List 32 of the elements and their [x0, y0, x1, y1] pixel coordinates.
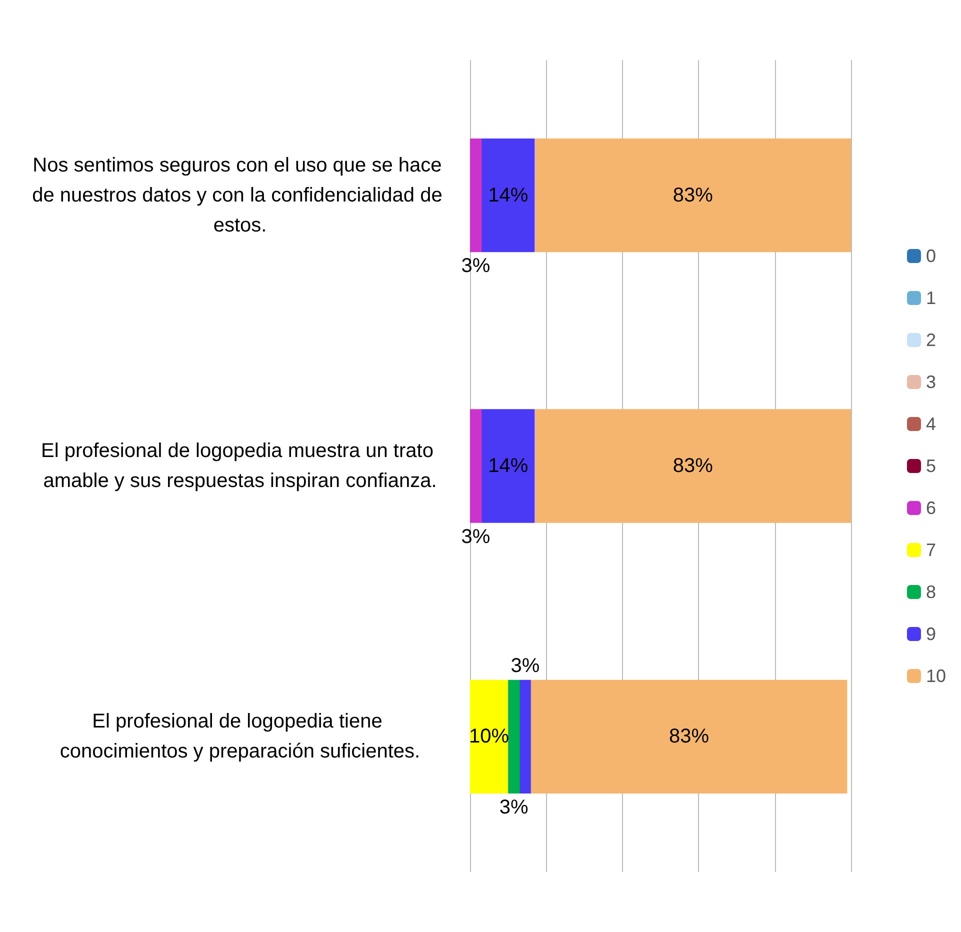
legend-label: 2: [926, 330, 936, 350]
legend-label: 5: [926, 456, 936, 476]
legend-label: 6: [926, 498, 936, 518]
data-label: 83%: [672, 184, 714, 206]
bar: [470, 409, 482, 523]
y-tick-label: El profesional de logopedia tiene conocimientos y preparación suficientes.: [60, 710, 420, 763]
bar: [534, 409, 851, 523]
legend-label: 9: [926, 624, 936, 644]
bar: [481, 138, 535, 252]
bar: [481, 409, 535, 523]
data-label: 83%: [669, 726, 710, 748]
legend-label: 7: [926, 540, 936, 560]
bar: [530, 680, 848, 794]
y-tick-label: El profesional de logopedia muestra un trato amable y sus respuestas inspiran confianza.: [40, 440, 440, 492]
legend-label: 0: [926, 246, 936, 266]
legend-label: 1: [926, 288, 936, 308]
y-tick-label: Nos sentimos seguros con el uso que se hace de nuestros datos y con la confidencialidad de estos.: [32, 154, 448, 236]
bar: [508, 680, 520, 794]
legend-label: 4: [926, 414, 936, 434]
legend-label: 10: [926, 666, 946, 686]
data-label: 83%: [672, 455, 714, 477]
data-label: 14%: [488, 455, 528, 477]
bar: [534, 138, 851, 252]
data-label: 3%: [461, 255, 490, 278]
data-label: 3%: [510, 654, 540, 677]
legend-label: 8: [926, 582, 936, 602]
data-label: 3%: [461, 526, 490, 548]
legend-label: 3: [926, 372, 936, 392]
data-label: 3%: [499, 796, 528, 819]
bar: [520, 680, 531, 794]
bar: [470, 138, 482, 252]
data-label: 14%: [488, 184, 528, 206]
